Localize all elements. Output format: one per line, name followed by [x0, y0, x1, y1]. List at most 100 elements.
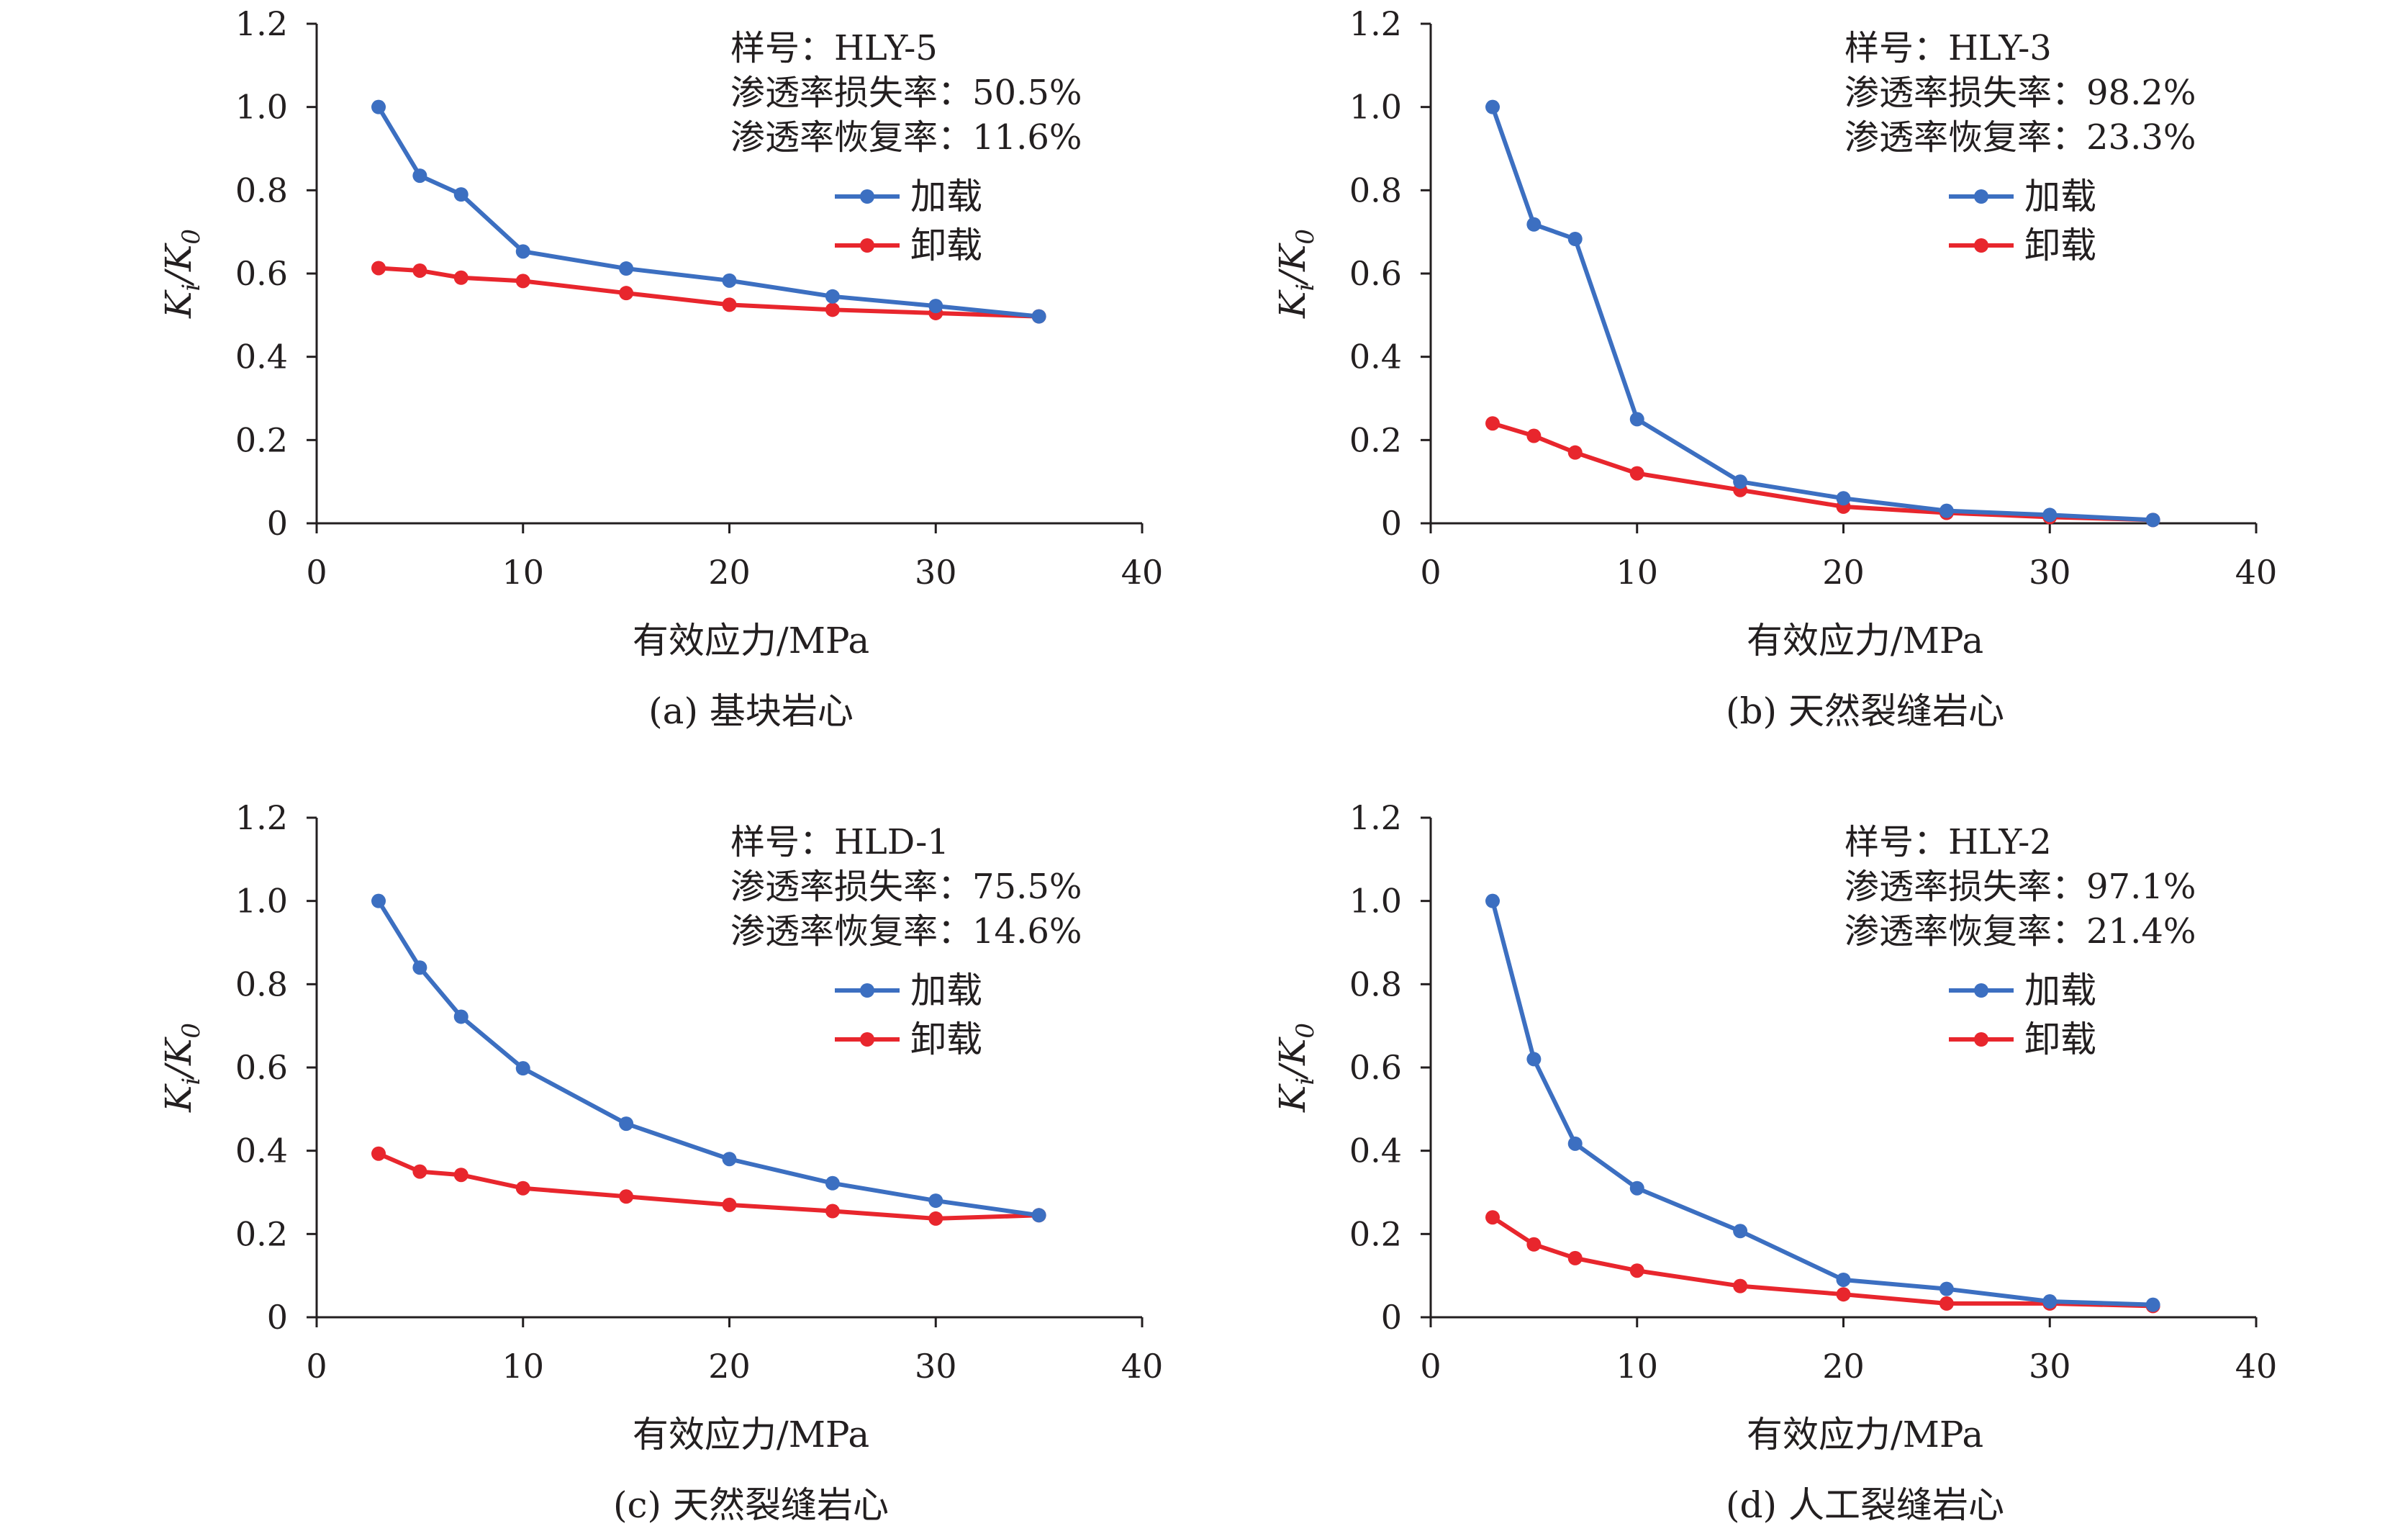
y-tick-label: 0.6 — [1349, 1048, 1402, 1087]
data-point-unloading — [1526, 1237, 1542, 1252]
y-tick-label: 0.8 — [235, 171, 288, 209]
y-tick-label: 1.2 — [1349, 798, 1402, 837]
data-point-loading — [1939, 1281, 1954, 1296]
data-point-loading — [2145, 513, 2160, 528]
y-tick-label: 0.8 — [1349, 171, 1402, 209]
panel-caption: (c) 天然裂缝岩心 — [613, 1484, 889, 1526]
y-axis-title-subscript: 0 — [1291, 1023, 1320, 1039]
legend-marker-loading — [1974, 189, 1988, 204]
data-point-loading — [1836, 1272, 1851, 1287]
legend-label: 加载 — [910, 970, 982, 1011]
y-axis-title-subscript: i — [1291, 1078, 1320, 1085]
data-point-unloading — [722, 1197, 737, 1212]
series-line-loading — [1490, 900, 2153, 1307]
y-tick-label: 0.4 — [1349, 338, 1402, 376]
y-tick-label: 0.8 — [235, 965, 288, 1003]
data-point-loading — [1567, 1136, 1583, 1151]
x-tick-label: 20 — [1822, 1347, 1865, 1386]
series-line-unloading — [1491, 1215, 2153, 1309]
y-axis-title-subscript: i — [1291, 284, 1320, 292]
data-point-loading — [1031, 309, 1046, 324]
panel-caption: (d) 人工裂缝岩心 — [1726, 1484, 2004, 1526]
data-point-unloading — [619, 286, 634, 301]
y-axis-title-part: /K — [1272, 243, 1313, 286]
legend-label: 加载 — [910, 176, 982, 217]
annotation-text: 样号：HLY-3 — [1845, 28, 2052, 68]
data-point-loading — [453, 187, 469, 202]
annotation-text: 渗透率恢复率：11.6% — [730, 117, 1082, 158]
data-point-loading — [2145, 1297, 2160, 1312]
y-tick-label: 0.6 — [235, 254, 288, 293]
data-point-unloading — [453, 1168, 469, 1183]
legend-marker-loading — [1974, 983, 1988, 998]
annotation-text: 渗透率恢复率：23.3% — [1845, 117, 2196, 158]
y-tick-label: 0.2 — [235, 420, 288, 459]
x-tick-label: 0 — [306, 553, 327, 592]
y-tick-label: 1.0 — [1349, 88, 1402, 127]
data-point-loading — [412, 960, 427, 975]
legend-label: 卸载 — [2024, 225, 2096, 266]
data-point-unloading — [825, 302, 840, 317]
y-tick-label: 0 — [1381, 1298, 1402, 1337]
data-point-unloading — [1629, 1263, 1644, 1278]
data-point-loading — [1567, 231, 1583, 246]
y-tick-label: 1.2 — [235, 4, 288, 43]
y-tick-label: 1.2 — [1349, 4, 1402, 43]
data-point-unloading — [515, 274, 530, 289]
x-tick-label: 0 — [1420, 1347, 1441, 1386]
y-axis-title-subscript: 0 — [177, 1023, 206, 1039]
y-tick-label: 1.0 — [235, 882, 288, 921]
x-axis-title: 有效应力/MPa — [1747, 620, 1983, 662]
data-point-loading — [1836, 491, 1851, 506]
data-point-loading — [1629, 1180, 1644, 1196]
data-point-unloading — [1526, 428, 1542, 443]
x-tick-label: 40 — [2235, 553, 2278, 592]
data-point-loading — [515, 1061, 530, 1076]
y-axis-title-part: K — [1272, 289, 1313, 319]
legend-marker-unloading — [860, 238, 874, 253]
y-axis-title-part: K — [158, 289, 199, 319]
legend-marker-loading — [860, 189, 874, 204]
y-tick-label: 0.2 — [235, 1214, 288, 1253]
data-point-loading — [1733, 474, 1748, 489]
legend-marker-unloading — [1974, 1032, 1988, 1047]
x-tick-label: 30 — [2029, 553, 2071, 592]
legend-label: 卸载 — [2024, 1019, 2096, 1060]
data-point-unloading — [1939, 1296, 1954, 1311]
data-point-loading — [928, 299, 943, 314]
series-line-unloading — [1492, 421, 2153, 523]
data-point-loading — [2042, 1294, 2058, 1309]
panel-caption: (b) 天然裂缝岩心 — [1726, 690, 2004, 732]
x-tick-label: 20 — [1822, 553, 1865, 592]
y-axis-title-subscript: i — [177, 284, 206, 292]
data-point-loading — [619, 1116, 634, 1132]
annotation-text: 渗透率损失率：50.5% — [730, 73, 1082, 113]
y-tick-label: 1.0 — [1349, 882, 1402, 921]
annotation-text: 渗透率损失率：98.2% — [1845, 73, 2196, 113]
data-point-loading — [928, 1193, 943, 1209]
y-axis-title-subscript: i — [177, 1078, 206, 1085]
chart-panel-a: 0 0.2 0.4 0.6 0.8 1.0 1.2 0 10 20 30 40 有效应力/MPa Ki/K… — [158, 4, 1163, 732]
y-tick-label: 0.4 — [235, 338, 288, 376]
x-tick-label: 10 — [1616, 1347, 1658, 1386]
y-axis-title-part: /K — [158, 1037, 199, 1080]
y-tick-label: 0 — [1381, 504, 1402, 543]
data-point-loading — [619, 261, 634, 276]
annotation-text: 样号：HLY-2 — [1845, 822, 2052, 862]
data-point-unloading — [1836, 1287, 1851, 1302]
x-tick-label: 40 — [1121, 1347, 1164, 1386]
chart-panel-b: 0 0.2 0.4 0.6 0.8 1.0 1.2 0 10 20 30 40 有效应力/MPa Ki/K… — [1272, 4, 2277, 732]
legend-marker-loading — [860, 983, 874, 998]
y-axis-title-part: K — [158, 1083, 199, 1113]
x-tick-label: 40 — [1121, 553, 1164, 592]
y-axis-title-part: /K — [1272, 1037, 1313, 1080]
x-tick-label: 10 — [502, 1347, 544, 1386]
legend-label: 加载 — [2024, 176, 2096, 217]
legend-label: 加载 — [2024, 970, 2096, 1011]
data-point-unloading — [1733, 1278, 1748, 1294]
data-point-loading — [1526, 1052, 1542, 1067]
x-axis-title: 有效应力/MPa — [633, 620, 869, 662]
data-point-loading — [371, 893, 386, 908]
y-tick-label: 0 — [267, 1298, 288, 1337]
annotation-text: 渗透率恢复率：21.4% — [1845, 911, 2196, 952]
